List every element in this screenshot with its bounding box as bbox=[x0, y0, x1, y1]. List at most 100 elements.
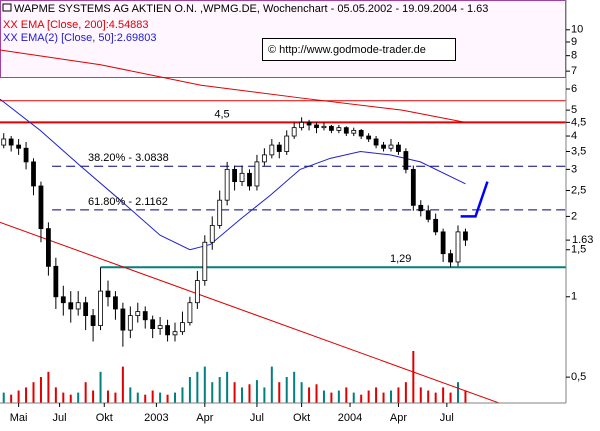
y-tick-label: 0,5 bbox=[571, 371, 586, 383]
volume-bar bbox=[419, 387, 422, 403]
candle-body bbox=[187, 302, 193, 324]
candle-body bbox=[8, 138, 14, 146]
y-tick-label: 6 bbox=[571, 83, 577, 95]
candle-body bbox=[291, 127, 297, 137]
candle-body bbox=[276, 144, 282, 152]
candle-body bbox=[105, 290, 111, 298]
volume-bar bbox=[293, 371, 296, 403]
candle-body bbox=[75, 302, 81, 310]
volume-bar bbox=[47, 371, 50, 403]
ema-line bbox=[0, 98, 466, 251]
candle-body bbox=[321, 125, 327, 129]
volume-bar bbox=[382, 392, 385, 403]
volume-bar bbox=[308, 387, 311, 403]
y-tick-label: 10 bbox=[571, 24, 583, 36]
volume-bar bbox=[233, 382, 236, 403]
candle-body bbox=[463, 231, 468, 241]
volume-bar bbox=[218, 377, 221, 403]
candle-body bbox=[336, 127, 342, 131]
candle-body bbox=[232, 168, 237, 183]
candle-body bbox=[142, 311, 148, 321]
volume-bar bbox=[442, 387, 445, 403]
candle-body bbox=[299, 121, 305, 129]
volume-bar bbox=[270, 366, 273, 403]
volume-bar bbox=[62, 392, 65, 403]
volume-bar bbox=[389, 390, 392, 403]
volume-bar bbox=[345, 387, 348, 403]
volume-bar bbox=[464, 390, 467, 403]
candle-body bbox=[23, 147, 29, 163]
y-tick-label: 2 bbox=[571, 210, 577, 222]
candle-body bbox=[46, 228, 51, 267]
candle-body bbox=[381, 144, 386, 149]
volume-bar bbox=[241, 387, 244, 403]
candle-body bbox=[433, 218, 439, 233]
volume-bar bbox=[174, 392, 177, 403]
x-tick-label: Mai bbox=[10, 412, 28, 424]
y-tick-label: 4,5 bbox=[571, 116, 586, 128]
candle-body bbox=[269, 144, 275, 156]
candle-body bbox=[418, 204, 424, 212]
volume-bar bbox=[226, 371, 229, 403]
candle-body bbox=[440, 231, 446, 255]
x-tick-label: Apr bbox=[196, 412, 213, 424]
header-icon bbox=[2, 3, 12, 12]
volume-bar bbox=[32, 382, 35, 403]
volume-bar bbox=[203, 366, 206, 403]
candle-body bbox=[60, 296, 66, 304]
volume-bar bbox=[136, 392, 139, 403]
volume-bar bbox=[427, 390, 430, 403]
y-tick-label: 3 bbox=[571, 163, 577, 175]
volume-bar bbox=[92, 390, 95, 403]
candle-body bbox=[98, 290, 103, 326]
x-tick-label: Jul bbox=[250, 412, 264, 424]
candle-body bbox=[254, 161, 260, 187]
volume-bar bbox=[375, 387, 378, 403]
volume-bar bbox=[412, 351, 415, 403]
y-tick-label: 1 bbox=[571, 291, 577, 303]
x-tick-label: Jul bbox=[53, 412, 67, 424]
volume-bar bbox=[404, 382, 407, 403]
x-tick-label: Jul bbox=[440, 412, 454, 424]
candle-body bbox=[217, 199, 223, 226]
candle-body bbox=[165, 325, 170, 336]
candle-body bbox=[306, 121, 312, 126]
volume-bar bbox=[144, 394, 147, 403]
y-tick-label: 1,5 bbox=[571, 244, 586, 256]
volume-bar bbox=[352, 392, 355, 403]
legend-entry: XX EMA(2) [Close, 50]:2.69803 bbox=[3, 32, 156, 44]
candle-body bbox=[120, 308, 126, 331]
candle-body bbox=[68, 302, 74, 310]
volume-bar bbox=[278, 382, 281, 403]
volume-bar bbox=[449, 392, 452, 403]
candle-body bbox=[16, 144, 22, 149]
candle-body bbox=[284, 135, 290, 152]
y-tick-label: 8 bbox=[571, 50, 577, 62]
candle-body bbox=[351, 129, 357, 134]
volume-bar bbox=[285, 377, 288, 403]
volume-bar bbox=[263, 387, 266, 403]
y-tick-label: 5 bbox=[571, 104, 577, 116]
candle-body bbox=[247, 172, 252, 187]
candle-body bbox=[113, 296, 118, 310]
candle-body bbox=[53, 265, 59, 298]
volume-bar bbox=[121, 366, 124, 403]
volume-bar bbox=[330, 392, 333, 403]
volume-bar bbox=[69, 394, 72, 403]
volume-bar bbox=[315, 384, 318, 403]
volume-bar bbox=[39, 377, 42, 403]
x-tick-label: 2004 bbox=[338, 412, 362, 424]
candle-body bbox=[329, 125, 334, 131]
volume-bar bbox=[2, 392, 5, 403]
candle-body bbox=[358, 129, 364, 137]
candle-body bbox=[343, 127, 349, 134]
level-label: 38.20% - 3.0838 bbox=[88, 152, 169, 164]
volume-bar bbox=[151, 390, 154, 403]
volume-bar bbox=[25, 387, 28, 403]
candle-body bbox=[455, 231, 461, 263]
candle-body bbox=[202, 241, 208, 281]
candle-body bbox=[1, 138, 7, 146]
candle-body bbox=[396, 144, 401, 152]
x-tick-label: 2003 bbox=[144, 412, 168, 424]
